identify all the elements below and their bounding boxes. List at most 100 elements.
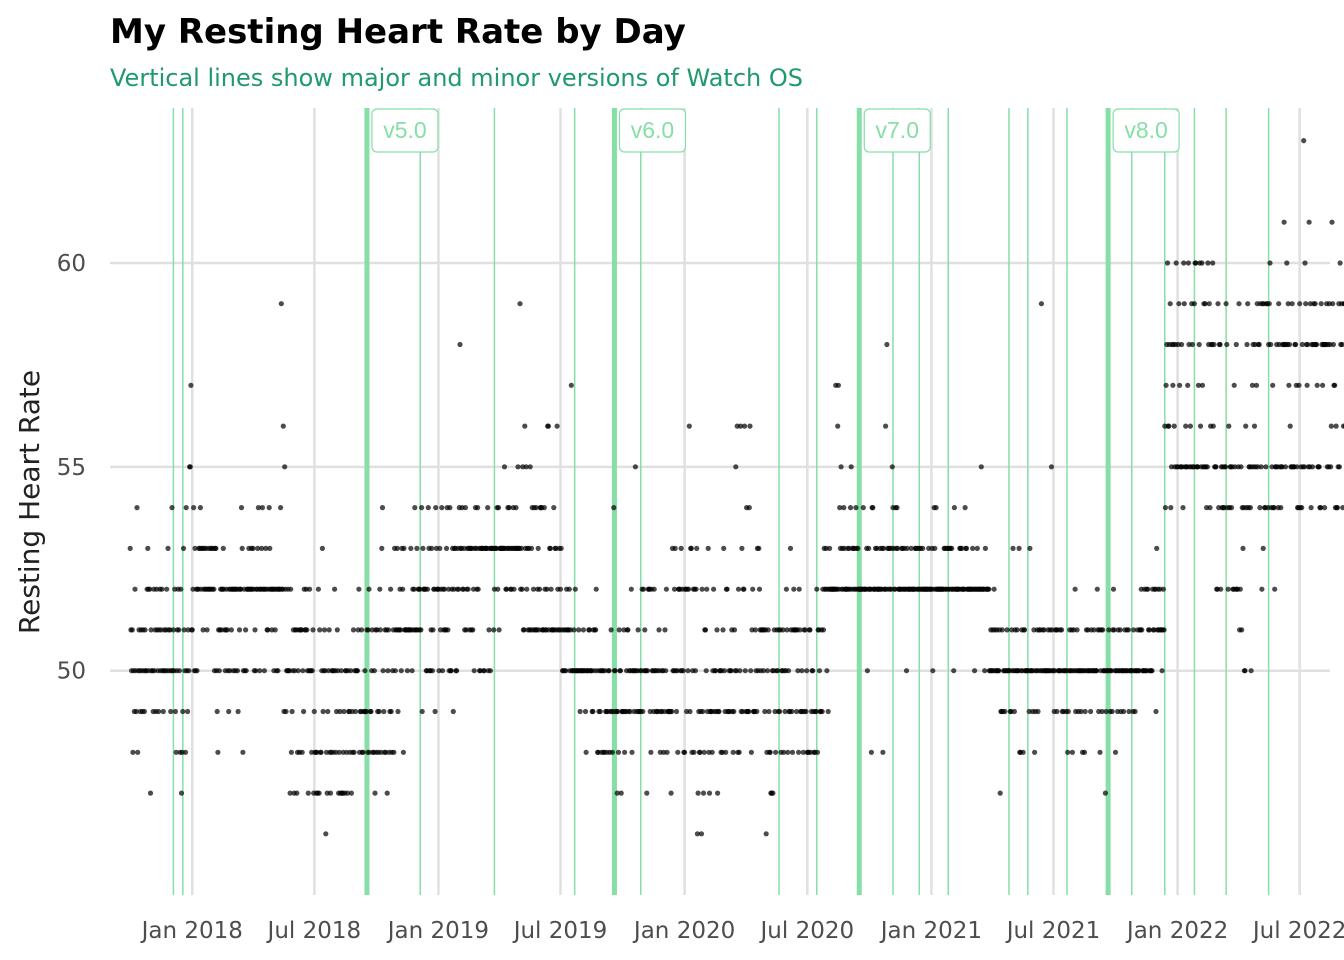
y-tick-label: 55 xyxy=(57,455,86,481)
data-point xyxy=(1238,464,1244,470)
data-point xyxy=(366,586,372,592)
data-point xyxy=(351,749,357,755)
data-point xyxy=(796,749,802,755)
data-point xyxy=(235,708,241,715)
data-point xyxy=(1204,464,1210,470)
data-point xyxy=(168,708,174,715)
data-point xyxy=(1318,301,1324,307)
data-point xyxy=(216,668,222,674)
data-point xyxy=(485,505,491,511)
data-point xyxy=(669,708,675,715)
data-point xyxy=(215,749,221,755)
data-point xyxy=(317,627,323,633)
data-point xyxy=(762,708,768,715)
data-point xyxy=(380,668,386,674)
data-point xyxy=(827,545,833,552)
data-point xyxy=(501,464,508,470)
data-point xyxy=(796,586,802,592)
data-point xyxy=(392,668,398,674)
data-point xyxy=(763,831,769,837)
data-point xyxy=(194,668,200,674)
data-point xyxy=(614,790,620,796)
data-point xyxy=(860,505,866,511)
data-point xyxy=(1195,382,1202,388)
data-point xyxy=(1225,586,1231,592)
data-point xyxy=(1139,627,1145,633)
data-point xyxy=(135,749,141,755)
data-point xyxy=(820,627,827,633)
data-point xyxy=(1248,668,1254,674)
data-point xyxy=(612,668,618,674)
data-point xyxy=(518,545,525,552)
data-point xyxy=(182,749,189,755)
data-point xyxy=(1177,382,1183,388)
data-point xyxy=(672,545,678,552)
data-point xyxy=(697,749,703,755)
data-point xyxy=(1313,341,1320,348)
data-point xyxy=(1271,505,1277,511)
data-point xyxy=(838,464,844,470)
data-point xyxy=(348,790,354,796)
data-point xyxy=(255,505,261,511)
data-point xyxy=(1111,627,1117,633)
y-tick-label: 60 xyxy=(57,251,86,277)
data-point xyxy=(1185,260,1191,266)
data-point xyxy=(288,586,294,592)
data-point xyxy=(750,586,756,592)
data-point xyxy=(404,668,410,674)
data-point xyxy=(866,545,872,552)
data-point xyxy=(504,586,510,592)
data-point xyxy=(566,586,572,592)
data-point xyxy=(651,586,657,592)
data-point xyxy=(411,586,417,592)
data-point xyxy=(799,668,805,674)
data-point xyxy=(1296,382,1302,388)
data-point xyxy=(678,545,684,552)
data-point xyxy=(1320,382,1326,388)
data-point xyxy=(495,505,502,511)
data-point xyxy=(640,586,647,592)
data-point xyxy=(299,749,305,755)
data-point xyxy=(305,790,311,796)
data-point xyxy=(597,708,603,715)
data-point xyxy=(949,545,955,552)
data-point xyxy=(368,708,374,715)
data-point xyxy=(359,627,365,633)
data-point xyxy=(439,505,445,511)
data-point xyxy=(716,708,722,715)
data-point xyxy=(316,790,322,796)
data-point xyxy=(1106,627,1112,633)
data-point xyxy=(519,586,525,592)
data-point xyxy=(239,545,245,552)
data-point xyxy=(746,505,752,511)
data-point xyxy=(1197,423,1204,429)
data-point xyxy=(825,708,831,715)
data-point xyxy=(1240,545,1246,552)
data-point xyxy=(1159,668,1165,674)
data-point xyxy=(962,505,968,511)
data-point xyxy=(628,586,634,592)
data-point xyxy=(356,586,362,592)
data-point xyxy=(880,545,887,552)
data-point xyxy=(541,505,547,511)
data-point xyxy=(789,708,795,715)
data-point xyxy=(1256,341,1262,348)
data-point xyxy=(1328,464,1334,470)
data-point xyxy=(997,790,1003,796)
data-point xyxy=(688,545,694,552)
data-point xyxy=(770,790,776,796)
data-point xyxy=(1244,341,1250,348)
data-point xyxy=(996,668,1002,674)
data-point xyxy=(563,668,569,674)
data-point xyxy=(616,627,622,633)
data-point xyxy=(1164,260,1171,266)
data-point xyxy=(760,668,767,674)
data-point xyxy=(1185,382,1191,388)
data-point xyxy=(700,790,707,796)
data-point xyxy=(365,627,371,633)
data-point xyxy=(189,627,195,633)
data-point xyxy=(1328,423,1334,429)
data-point xyxy=(1170,382,1176,388)
data-point xyxy=(282,464,288,470)
data-point xyxy=(337,708,343,715)
